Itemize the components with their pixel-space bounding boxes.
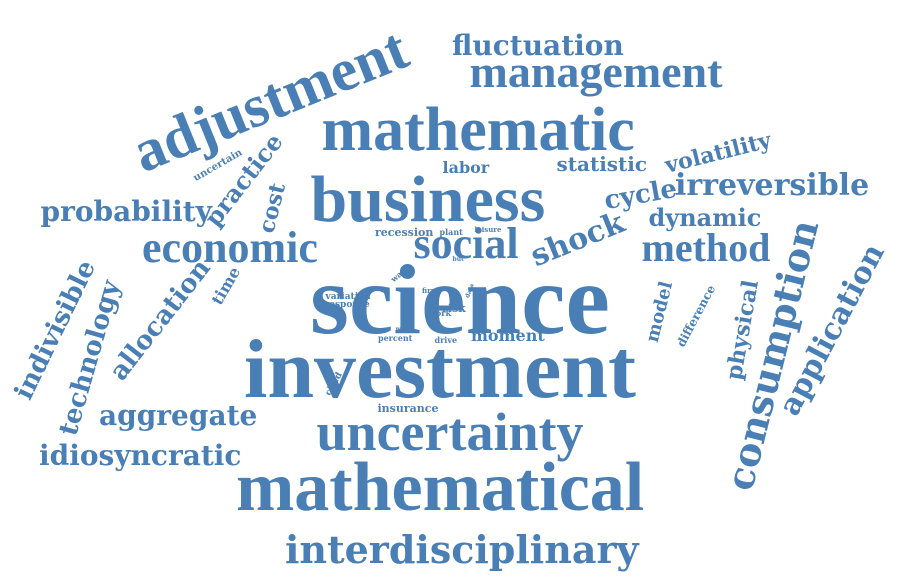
word-but: but <box>452 256 464 263</box>
word-work: work <box>429 308 451 318</box>
word-drive: drive <box>434 335 458 345</box>
word-aggregate: aggregate <box>99 399 258 432</box>
word-mathematical: mathematical <box>236 449 645 526</box>
word-recession: recession <box>375 225 434 239</box>
word-mathematic: mathematic <box>321 96 635 164</box>
word-percent: percent <box>378 333 413 343</box>
word-investment: investment <box>244 323 636 416</box>
word-method: method <box>641 225 771 270</box>
word-more: more <box>395 326 413 333</box>
word-statistic: statistic <box>556 152 648 176</box>
word-dynamic: dynamic <box>648 203 762 232</box>
word-risk: risk <box>442 301 466 315</box>
word-insurance: insurance <box>377 401 439 415</box>
word-moment: moment <box>471 326 545 345</box>
word-response: response <box>324 299 370 310</box>
word-probability: probability <box>40 195 212 228</box>
word-social: social <box>413 219 519 268</box>
word-model: model <box>641 279 678 345</box>
word-uncertainty: uncertainty <box>316 402 584 462</box>
word-firm: firm <box>422 285 439 295</box>
word-plant: plant <box>439 227 463 237</box>
word-idiosyncratic: idiosyncratic <box>39 439 242 472</box>
word-business: business <box>310 163 546 236</box>
word-leisure: leisure <box>474 224 502 234</box>
word-allocation: allocation <box>103 253 217 387</box>
word-interdisciplinary: interdisciplinary <box>285 527 639 572</box>
word-labor: labor <box>442 158 490 177</box>
word-fluctuation: fluctuation <box>452 29 624 62</box>
word-difference: difference <box>673 282 719 350</box>
word-variation: variation <box>325 291 371 302</box>
word-management: management <box>469 46 723 97</box>
word-science: science <box>310 244 610 355</box>
word-irreversible: irreversible <box>675 168 870 203</box>
word-economic: economic <box>142 223 318 272</box>
